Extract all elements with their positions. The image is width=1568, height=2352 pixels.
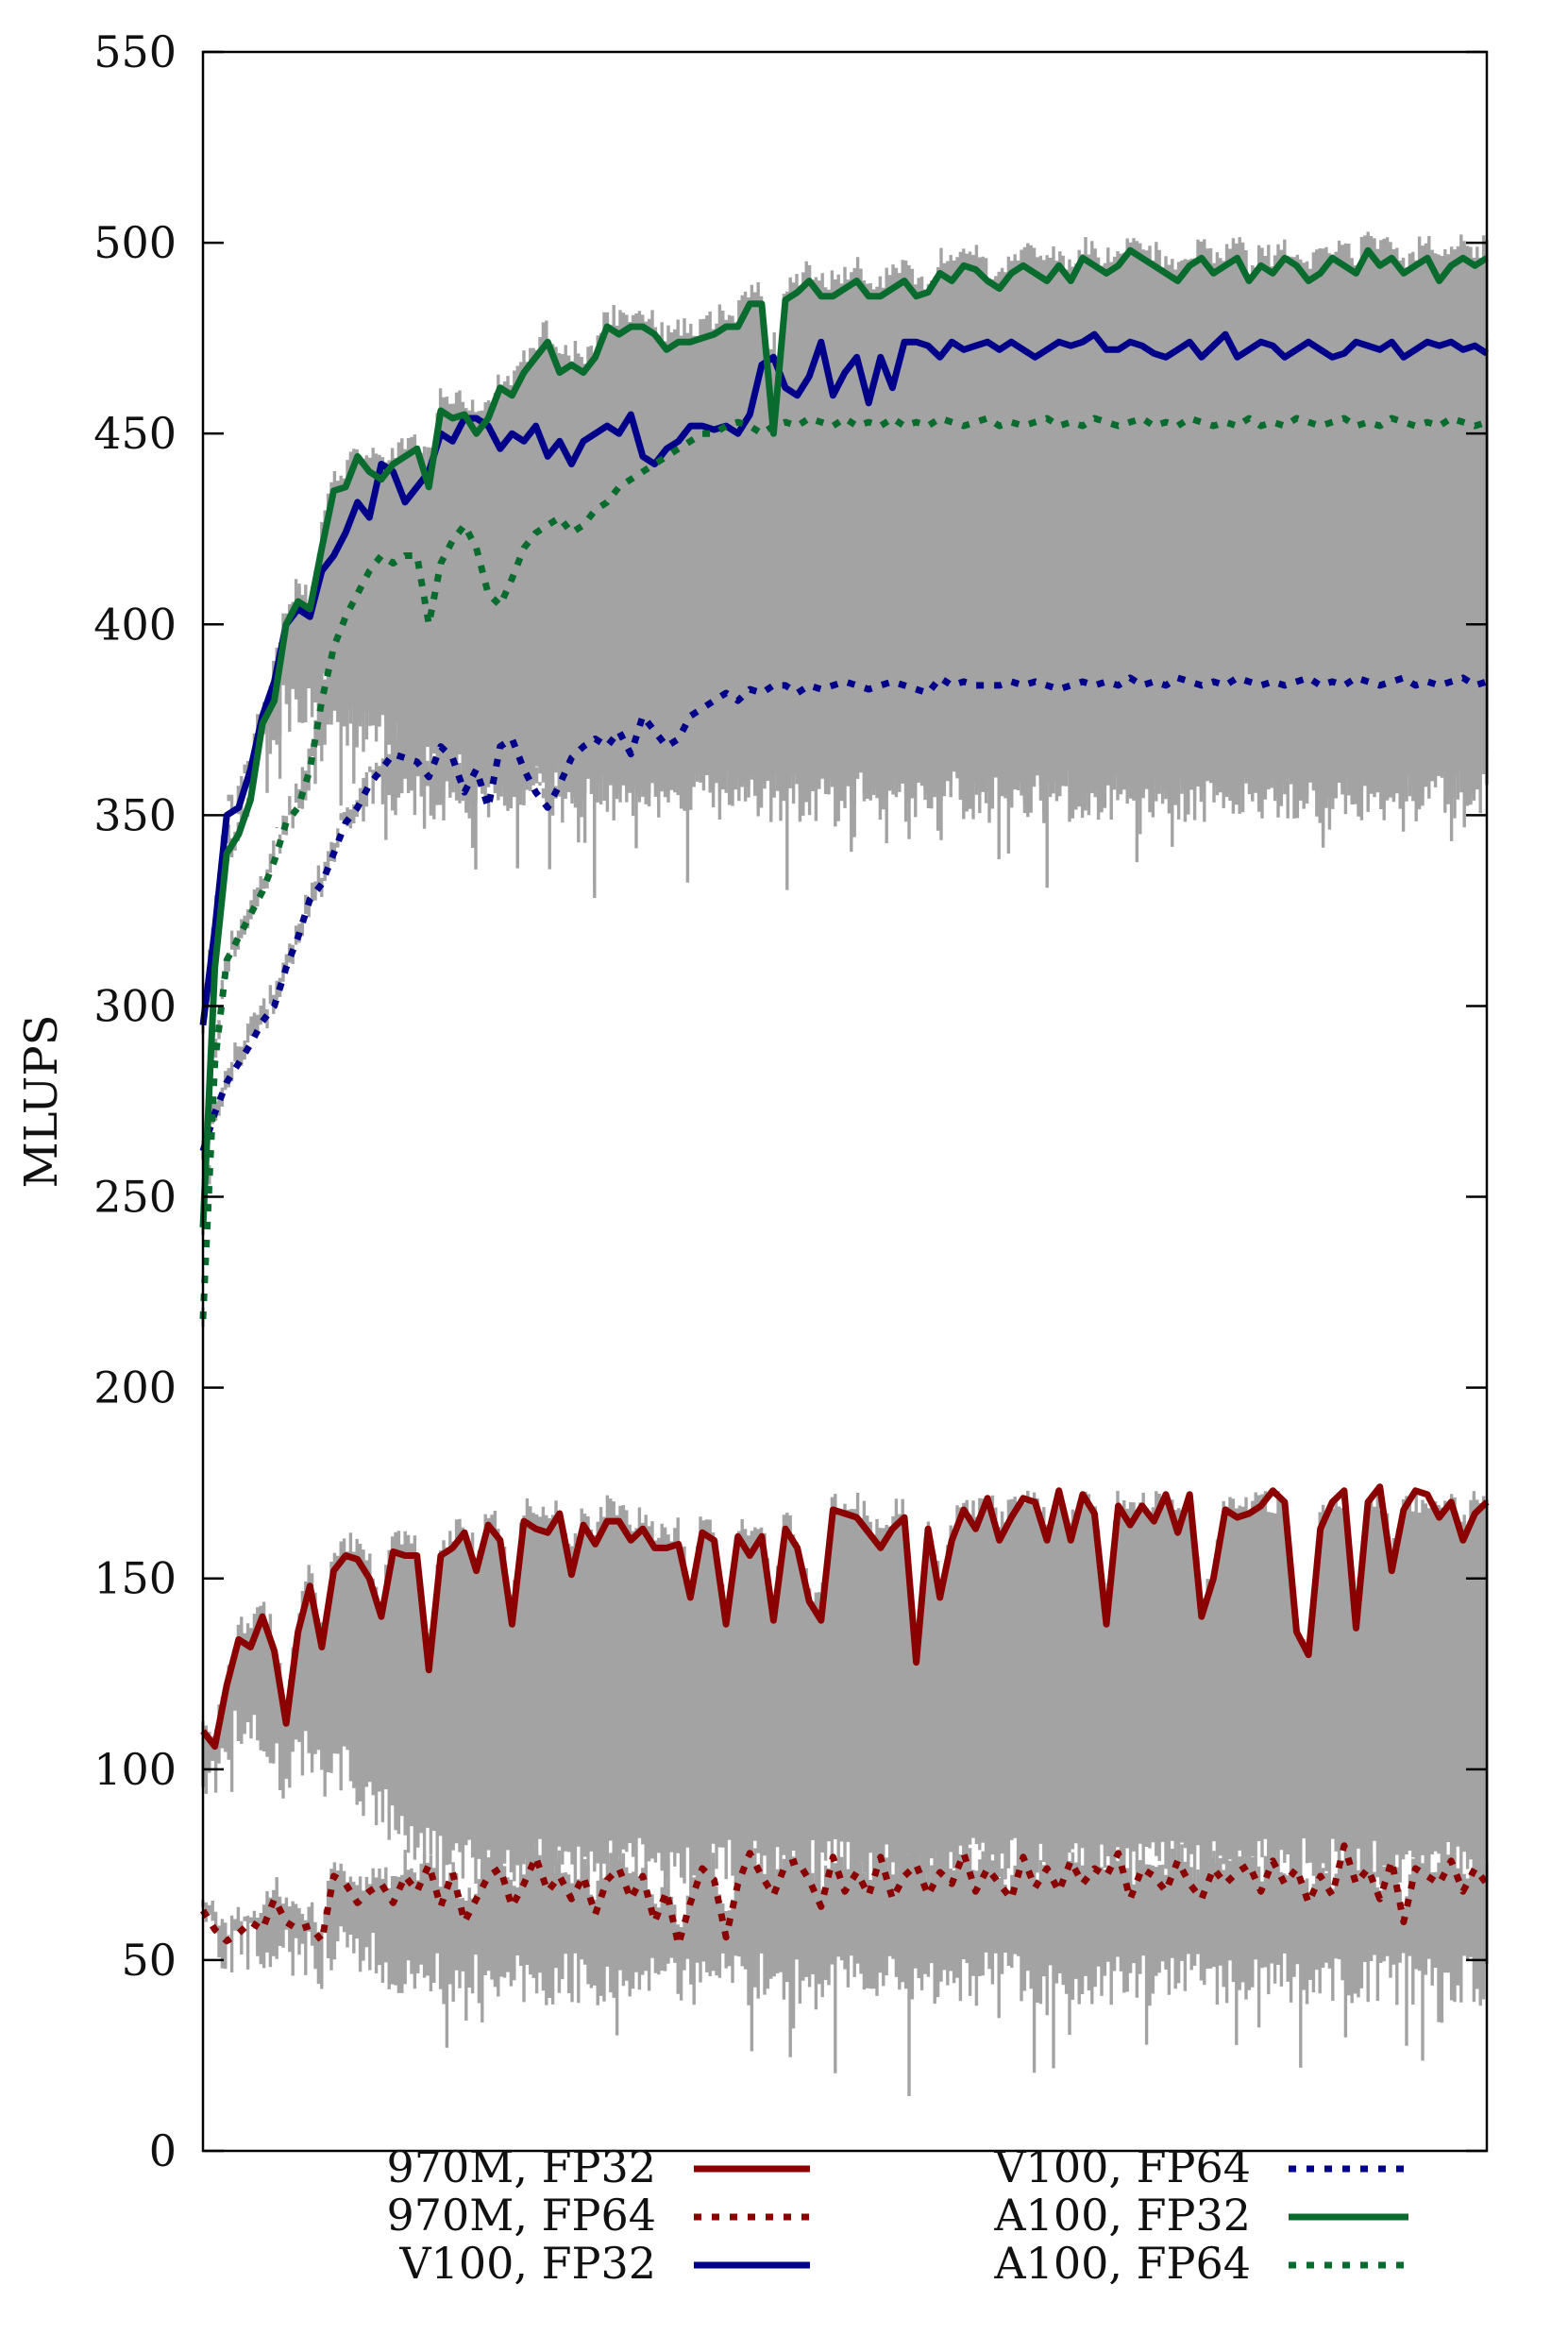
- series-line: [199, 246, 1489, 1228]
- y-tick-label: 550: [93, 26, 177, 77]
- y-tick-label: 150: [93, 1553, 177, 1604]
- legend-label: A100, FP64: [993, 2238, 1251, 2289]
- series-line: [200, 1842, 1490, 1949]
- legend-label: A100, FP32: [993, 2190, 1251, 2241]
- variability-bands: [201, 231, 1489, 2096]
- legend-label: V100, FP64: [993, 2141, 1251, 2192]
- series-line: [200, 1483, 1490, 1751]
- plot-frame: [201, 50, 1489, 2153]
- y-tick-label: 450: [93, 408, 177, 459]
- series-line: [199, 330, 1489, 1026]
- y-tick-label: 350: [93, 789, 177, 840]
- y-tick-label: 500: [93, 217, 177, 268]
- y-tick-label: 100: [93, 1744, 177, 1795]
- legend-label: V100, FP32: [398, 2238, 656, 2289]
- y-axis-label: MLUPS: [15, 1014, 68, 1188]
- y-tick-label: 50: [121, 1935, 177, 1986]
- legend-label: 970M, FP64: [386, 2190, 656, 2241]
- series-lines: [199, 246, 1490, 1949]
- legend-label: 970M, FP32: [386, 2141, 656, 2192]
- y-tick-label: 300: [93, 980, 177, 1031]
- y-axis-ticks: 0 50 100 150 200 250 300 350 400 450 500 550: [93, 26, 1487, 2176]
- y-tick-label: 0: [149, 2125, 177, 2176]
- y-tick-label: 200: [93, 1362, 177, 1413]
- y-tick-label: 400: [93, 599, 177, 650]
- y-tick-label: 250: [93, 1172, 177, 1223]
- series-line: [199, 674, 1489, 1153]
